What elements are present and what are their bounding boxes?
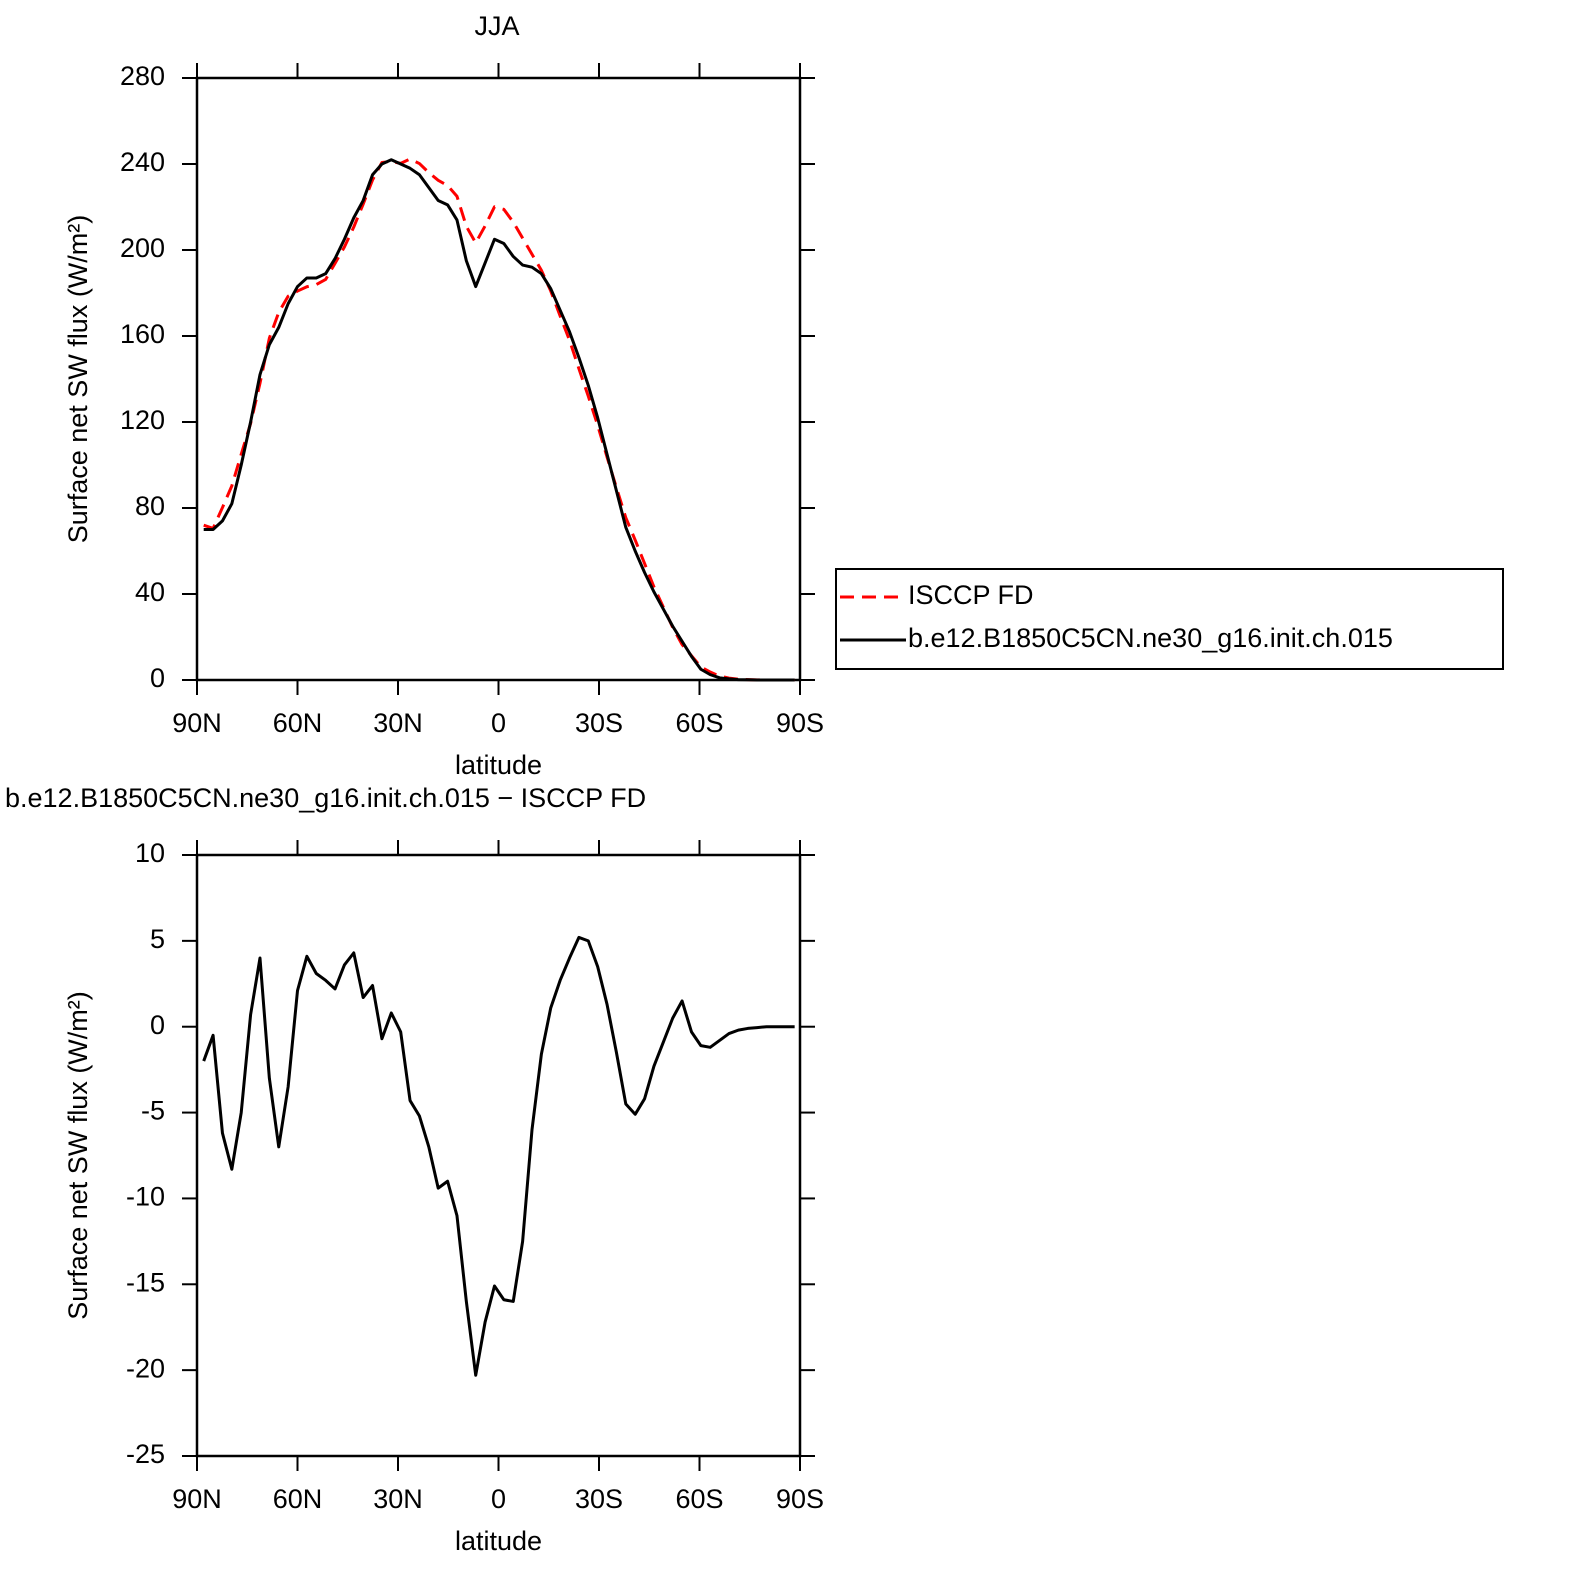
x-tick-label: 60N — [273, 1484, 323, 1514]
data-line — [203, 158, 795, 682]
y-tick-label: 240 — [120, 147, 165, 177]
x-tick-label: 60N — [273, 708, 323, 738]
y-axis-label: Surface net SW flux (W/m²) — [63, 215, 93, 544]
chart-title: JJA — [474, 11, 519, 41]
x-tick-label: 90N — [172, 1484, 222, 1514]
x-tick-label: 90S — [776, 1484, 824, 1514]
x-tick-label: 30S — [575, 1484, 623, 1514]
plot-frame — [195, 853, 802, 1458]
x-tick-label: 60S — [675, 1484, 723, 1514]
x-tick-label: 0 — [491, 708, 506, 738]
y-tick-label: -25 — [126, 1439, 165, 1469]
plot-frame — [195, 76, 802, 682]
y-tick-label: 0 — [150, 1010, 165, 1040]
y-tick-label: -5 — [141, 1096, 165, 1126]
y-tick-label: 0 — [150, 663, 165, 693]
x-tick-label: 30S — [575, 708, 623, 738]
y-tick-label: 80 — [135, 491, 165, 521]
y-tick-label: 5 — [150, 924, 165, 954]
y-tick-label: 280 — [120, 61, 165, 91]
y-tick-label: 160 — [120, 319, 165, 349]
y-tick-label: 120 — [120, 405, 165, 435]
legend-box — [835, 568, 1504, 670]
data-line — [202, 935, 795, 1377]
x-axis-label: latitude — [455, 750, 542, 780]
legend-label: b.e12.B1850C5CN.ne30_g16.init.ch.015 — [908, 623, 1393, 653]
x-tick-label: 90N — [172, 708, 222, 738]
x-tick-label: 30N — [373, 708, 423, 738]
y-tick-label: -20 — [126, 1353, 165, 1383]
y-tick-label: -10 — [126, 1182, 165, 1212]
x-tick-label: 30N — [373, 1484, 423, 1514]
y-tick-label: 200 — [120, 233, 165, 263]
legend-label: ISCCP FD — [908, 580, 1034, 610]
chart-title: b.e12.B1850C5CN.ne30_g16.init.ch.015 − I… — [5, 783, 646, 813]
x-tick-label: 90S — [776, 708, 824, 738]
y-axis-label: Surface net SW flux (W/m²) — [63, 991, 93, 1320]
y-tick-label: 40 — [135, 577, 165, 607]
x-axis-label: latitude — [455, 1526, 542, 1556]
y-tick-label: 10 — [135, 838, 165, 868]
x-tick-label: 60S — [675, 708, 723, 738]
y-tick-label: -15 — [126, 1267, 165, 1297]
data-line — [203, 157, 795, 682]
x-tick-label: 0 — [491, 1484, 506, 1514]
